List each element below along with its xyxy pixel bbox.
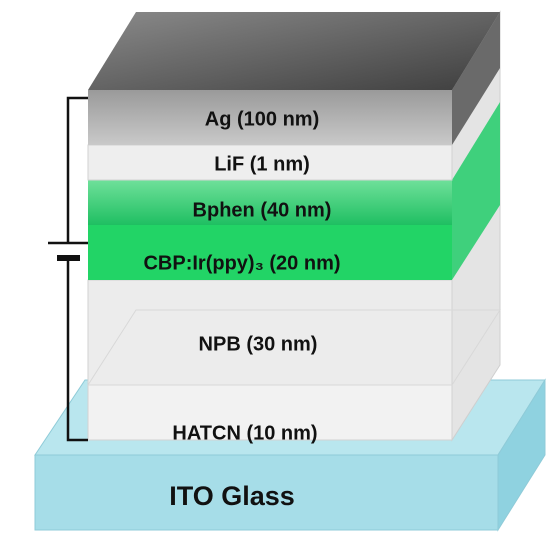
cbp-layer: [88, 225, 452, 280]
green-side: [452, 102, 500, 280]
lif-layer: [87, 144, 453, 181]
layer-label: HATCN (10 nm): [172, 422, 317, 444]
layer-label: Ag (100 nm): [205, 108, 319, 130]
substrate-label: ITO Glass: [169, 481, 295, 511]
circuit: [48, 96, 88, 442]
layer-label: Bphen (40 nm): [193, 199, 332, 221]
layer-label: CBP:Ir(ppy)₃ (20 nm): [143, 252, 340, 274]
ag-top: [88, 12, 500, 90]
layer-label: LiF (1 nm): [214, 153, 310, 175]
bphen-layer: [88, 180, 452, 225]
ag-side: [452, 12, 500, 145]
hatcn-edge: [87, 309, 501, 386]
ag-layer: [88, 90, 452, 145]
layer-label: NPB (30 nm): [199, 333, 318, 355]
